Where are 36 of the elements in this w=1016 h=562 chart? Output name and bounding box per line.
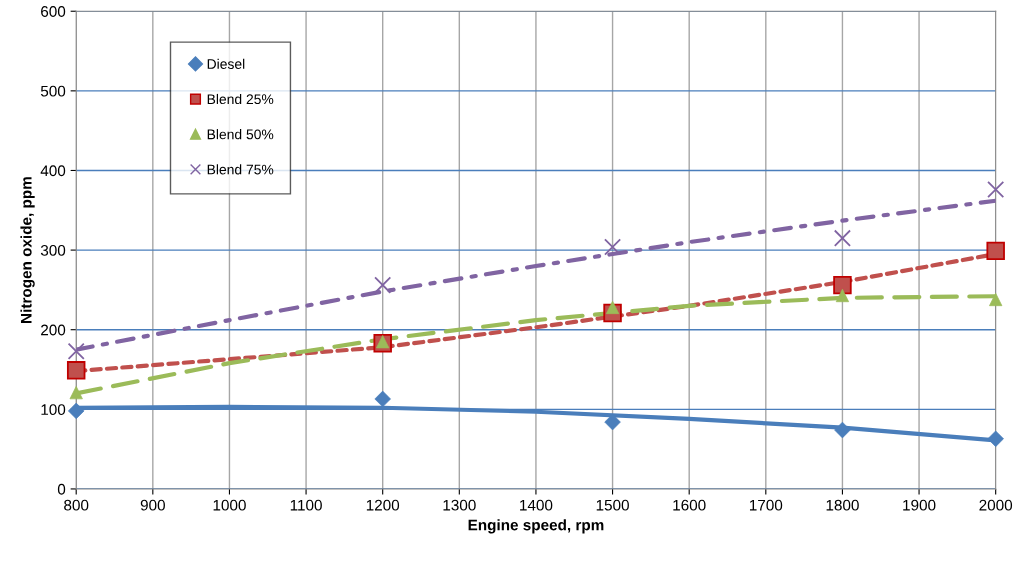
y-tick-label: 300 — [40, 244, 66, 256]
x-tick-label: 1300 — [443, 499, 476, 511]
x-tick-label: 1400 — [520, 499, 553, 511]
y-tick-label: 600 — [41, 6, 66, 17]
x-tick-label: 900 — [140, 499, 165, 511]
legend-label: Diesel — [207, 58, 245, 69]
x-tick-label: 1000 — [213, 499, 246, 511]
x-tick-label: 800 — [64, 499, 89, 511]
x-tick-label: 2000 — [979, 499, 1013, 511]
point — [66, 361, 86, 380]
x-axis-title: Engine speed, rpm — [468, 519, 604, 534]
point — [987, 181, 1005, 199]
point — [834, 421, 851, 439]
y-tick-label: 400 — [40, 165, 66, 177]
point — [67, 342, 85, 360]
x-tick-label: 1800 — [826, 499, 859, 511]
legend-label: Blend 50% — [207, 129, 274, 140]
point — [833, 229, 851, 247]
point — [604, 238, 622, 256]
x-tick-label: 1700 — [749, 499, 783, 511]
x-tick-label: 1500 — [596, 499, 629, 511]
point — [374, 276, 392, 294]
legend-label: Blend 25% — [207, 93, 274, 105]
x-tick-label: 1600 — [673, 499, 706, 511]
y-tick-label: 0 — [57, 483, 66, 495]
point — [67, 402, 85, 420]
point — [833, 275, 852, 295]
y-tick-label: 200 — [41, 324, 66, 336]
x-tick-label: 1100 — [290, 499, 322, 511]
x-tick-label: 1900 — [903, 499, 936, 511]
y-tick-label: 100 — [41, 404, 66, 416]
legend-label: Blend 75% — [207, 164, 274, 175]
x-tick-label: 1200 — [366, 499, 400, 511]
y-axis-title: Nitrogen oxide, ppm — [20, 177, 35, 323]
point — [986, 241, 1005, 261]
y-tick-label: 500 — [40, 85, 66, 97]
